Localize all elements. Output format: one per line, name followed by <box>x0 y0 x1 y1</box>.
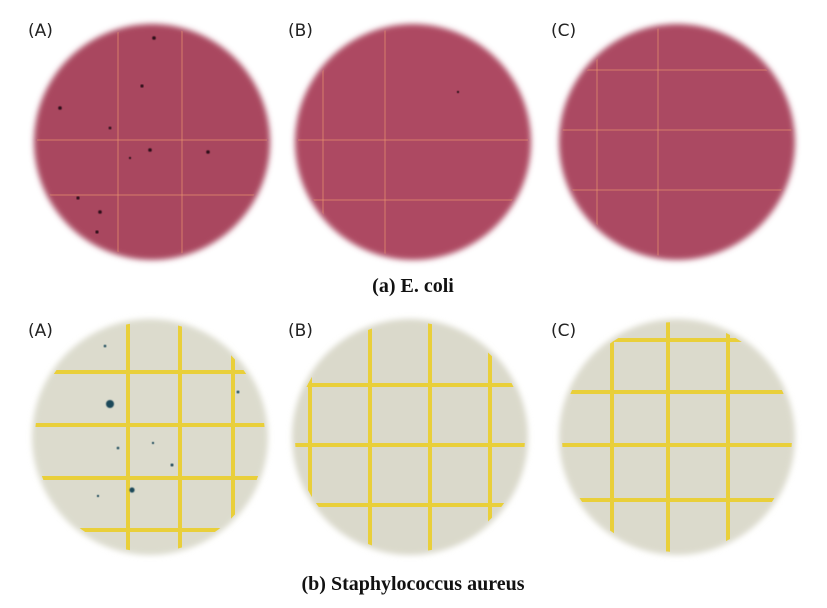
colony <box>170 463 174 467</box>
dish-rim <box>559 24 795 260</box>
colony <box>152 36 156 40</box>
panel-label: (B) <box>288 21 313 41</box>
colony <box>236 390 240 394</box>
colony <box>140 84 144 88</box>
colony <box>116 446 120 450</box>
colony <box>151 441 155 445</box>
panel-label: (C) <box>551 321 576 341</box>
colony <box>128 156 132 160</box>
colony <box>456 90 460 94</box>
colony <box>95 230 99 234</box>
colony <box>103 344 107 348</box>
dish <box>292 319 528 555</box>
panel-label: (A) <box>28 321 53 341</box>
caption: (a) E. coli <box>372 275 454 297</box>
colony <box>58 106 62 110</box>
colony <box>96 494 100 498</box>
dish <box>295 24 531 260</box>
colony <box>206 150 210 154</box>
caption: (b) Staphylococcus aureus <box>302 573 525 595</box>
colony <box>129 487 135 493</box>
dish <box>559 319 795 555</box>
panel-label: (C) <box>551 21 576 41</box>
dish <box>559 24 795 260</box>
dish-rim <box>295 24 531 260</box>
colony <box>76 196 80 200</box>
dish <box>32 319 268 555</box>
colony <box>148 148 152 152</box>
dish-interior <box>562 27 792 257</box>
dish-interior <box>37 27 267 257</box>
colony <box>106 400 114 408</box>
colony <box>98 210 102 214</box>
colony <box>108 126 112 130</box>
dish-rim <box>559 319 795 555</box>
dish <box>34 24 270 260</box>
dish-rim <box>292 319 528 555</box>
dish-rim <box>32 319 268 555</box>
panel-label: (A) <box>28 21 53 41</box>
dish-rim <box>34 24 270 260</box>
panel-label: (B) <box>288 321 313 341</box>
